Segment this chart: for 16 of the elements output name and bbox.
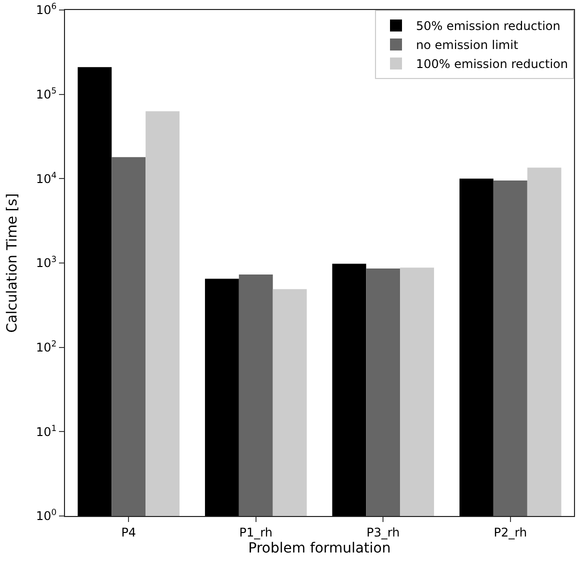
y-axis-title: Calculation Time [s] [4,193,21,333]
x-axis-title: Problem formulation [248,540,391,557]
y-tick-label: 10$^{5}$ [36,85,57,102]
y-tick-label: 10$^{2}$ [36,338,57,355]
y-tick-label: 10$^{0}$ [36,507,57,524]
x-tick-label: P4 [121,525,136,540]
legend-label: 50% emission reduction [416,19,560,34]
y-tick-label: 10$^{6}$ [36,1,57,18]
x-tick-label: P3_rh [366,525,400,540]
x-tick-label: P1_rh [239,525,272,540]
legend-label: no emission limit [416,38,518,52]
y-tick-label: 10$^{3}$ [36,254,57,270]
x-tick-label: P2_rh [494,525,527,540]
y-tick-label: 10$^{4}$ [36,170,57,186]
y-tick-label: 10$^{1}$ [36,422,57,439]
legend-label: 100% emission reduction [416,57,568,72]
